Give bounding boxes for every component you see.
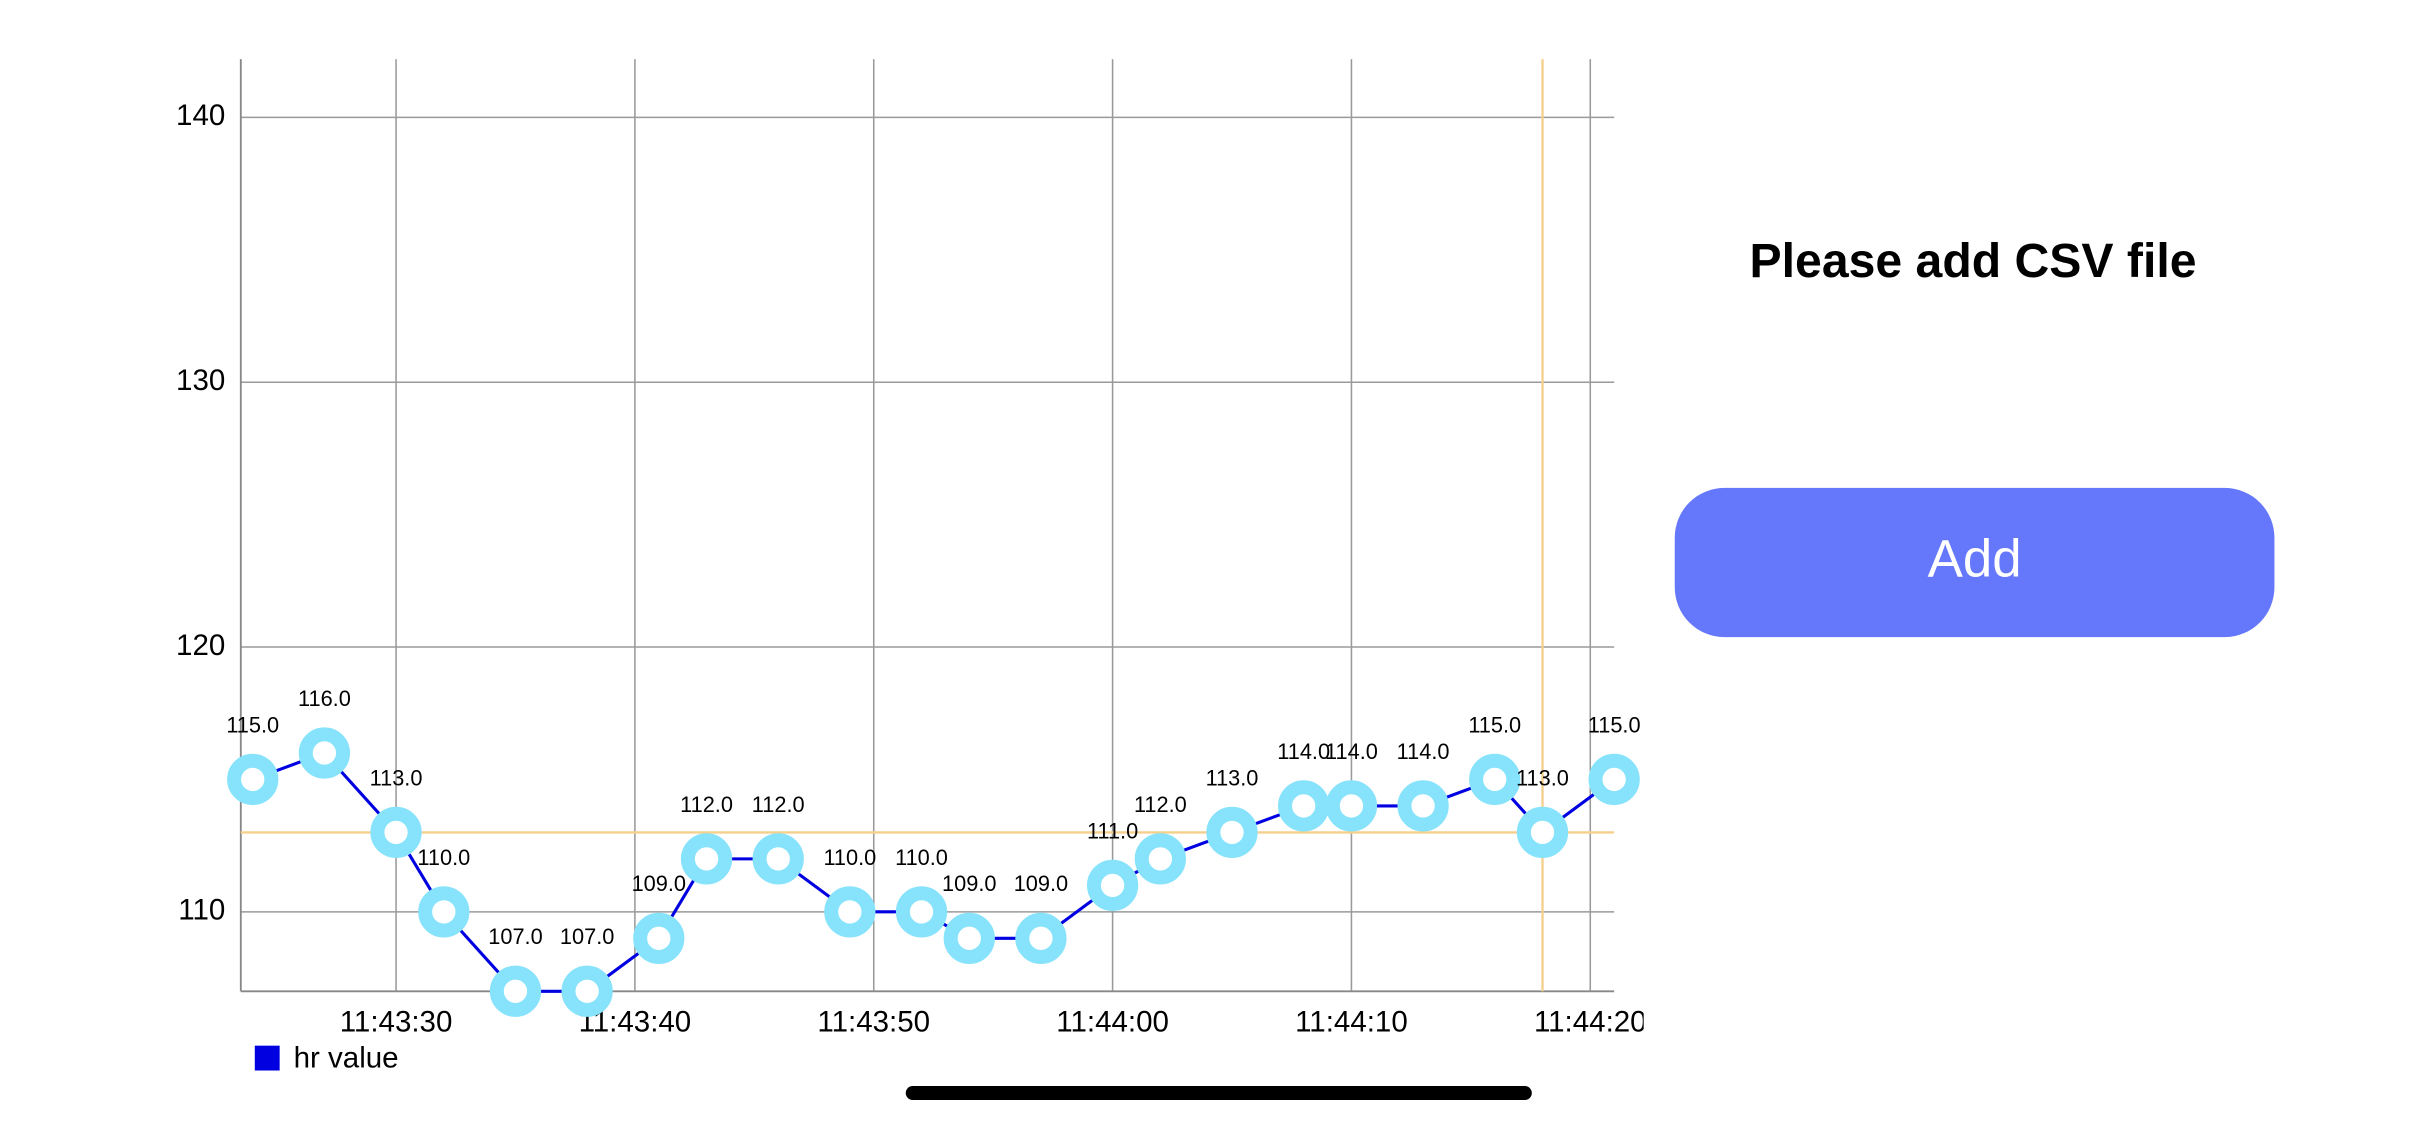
add-button-label[interactable]: Add	[1928, 529, 2022, 588]
point	[1325, 780, 1378, 832]
x-tick-label: 11:43:30	[340, 1006, 453, 1039]
point	[1516, 806, 1569, 859]
home-indicator	[905, 1086, 1532, 1101]
point	[895, 886, 948, 938]
x-tick-label: 11:44:20	[1534, 1006, 1647, 1039]
point	[1206, 806, 1258, 859]
data-label: 112.0	[680, 792, 733, 817]
x-tick-label: 11:43:50	[817, 1006, 930, 1039]
point	[227, 753, 279, 806]
data-label: 110.0	[895, 845, 948, 870]
data-label: 109.0	[942, 871, 996, 896]
data-label: 115.0	[1588, 712, 1641, 737]
point	[1469, 753, 1521, 806]
data-label: 115.0	[1468, 712, 1521, 737]
data-label: 112.0	[1134, 792, 1187, 817]
point	[1397, 780, 1449, 832]
point	[943, 912, 995, 964]
data-label: 110.0	[823, 845, 876, 870]
data-label: 110.0	[417, 845, 470, 870]
data-label: 112.0	[752, 792, 805, 817]
data-label: 107.0	[560, 924, 614, 949]
data-label: 107.0	[488, 924, 542, 949]
data-label: 114.0	[1325, 739, 1378, 764]
line	[252, 751, 1616, 993]
y-tick-label: 140	[176, 99, 225, 132]
point	[680, 833, 733, 885]
legend-swatch	[254, 1045, 280, 1071]
x-tick-label: 11:44:10	[1295, 1006, 1408, 1039]
y-tick-label: 130	[176, 364, 225, 397]
point	[1015, 912, 1067, 964]
point	[824, 886, 876, 938]
panel-title: Please add CSV file	[1750, 234, 2197, 288]
add-button[interactable]	[1674, 487, 2275, 638]
y-tick-label: 110	[178, 894, 225, 927]
data-label: 114.0	[1397, 739, 1450, 764]
point	[1278, 780, 1330, 832]
data-label: 114.0	[1277, 739, 1330, 764]
data-label: 113.0	[370, 765, 423, 790]
point	[752, 833, 804, 885]
data-label: 113.0	[1516, 765, 1569, 790]
x-tick-label: 11:44:00	[1056, 1006, 1169, 1039]
point	[633, 912, 685, 964]
data-label: 115.0	[226, 712, 279, 737]
point	[561, 965, 613, 1017]
point	[298, 727, 351, 779]
point	[418, 886, 470, 938]
point	[1588, 753, 1640, 806]
data-label: 113.0	[1206, 765, 1259, 790]
data-label: 109.0	[1014, 871, 1068, 896]
legend-label: hr value	[294, 1041, 399, 1074]
point	[489, 965, 542, 1017]
data-label: 111.0	[1087, 818, 1138, 843]
point	[1086, 859, 1139, 911]
data-label: 109.0	[632, 871, 686, 896]
y-tick-label: 120	[176, 629, 225, 662]
data-label: 116.0	[298, 686, 351, 711]
point	[370, 806, 422, 859]
point	[1134, 833, 1186, 885]
